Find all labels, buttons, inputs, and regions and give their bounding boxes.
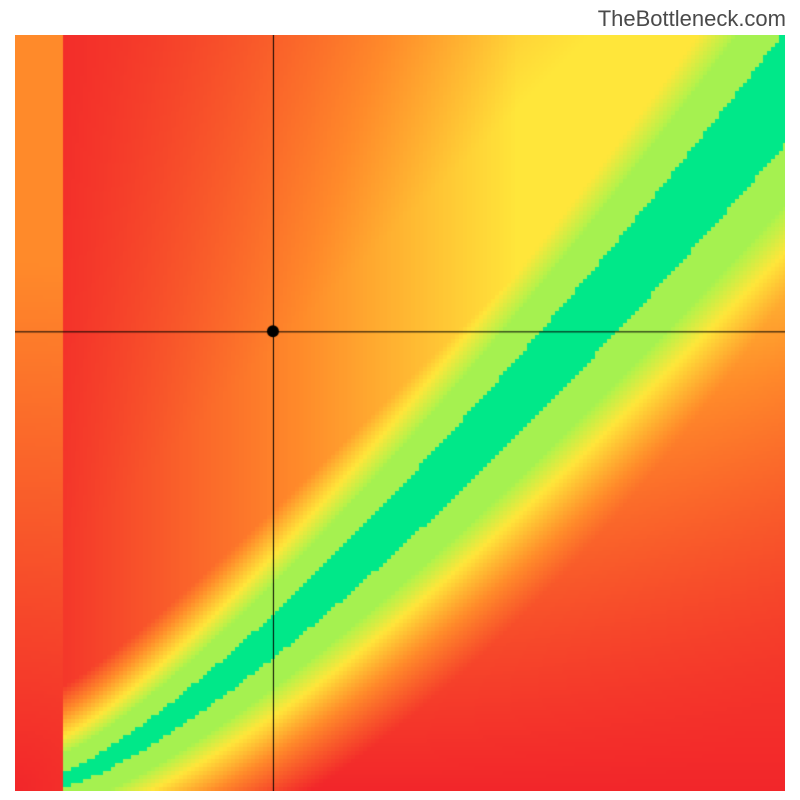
bottleneck-heatmap <box>15 35 785 791</box>
watermark-text: TheBottleneck.com <box>598 6 786 32</box>
chart-container: { "watermark_text": "TheBottleneck.com",… <box>0 0 800 800</box>
